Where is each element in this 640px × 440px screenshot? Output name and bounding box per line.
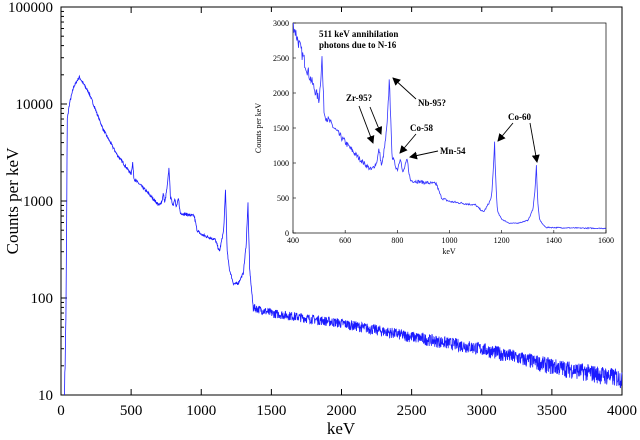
- main-y-tick-label: 1000: [23, 194, 53, 210]
- main-y-axis-label: Counts per keV: [3, 147, 22, 254]
- annotation-co58: Co-58: [410, 123, 433, 133]
- inset-y-tick-label: 0: [285, 229, 289, 238]
- inset-y-tick-label: 1500: [273, 124, 289, 133]
- inset-y-tick-label: 3000: [273, 19, 289, 28]
- main-x-tick-label: 1500: [256, 403, 286, 419]
- main-series-line: [64, 74, 623, 396]
- arrow-co60-a: [497, 122, 514, 142]
- annotation-511-line1: 511 keV annihilation: [319, 29, 398, 39]
- inset-y-tick-label: 1000: [273, 159, 289, 168]
- inset-x-axis-label: keV: [442, 247, 456, 256]
- inset-x-tick-label: 400: [287, 236, 299, 245]
- main-x-tick-label: 2500: [397, 403, 427, 419]
- main-x-tick-label: 1000: [186, 403, 216, 419]
- arrow-co58: [399, 133, 417, 154]
- main-x-tick-label: 4000: [607, 403, 637, 419]
- inset-series-line: [292, 22, 607, 230]
- inset-x-tick-label: 1400: [546, 236, 562, 245]
- arrow-co60-b: [529, 122, 540, 163]
- inset-x-tick-label: 1600: [598, 236, 614, 245]
- inset-y-axis-label: Counts per keV: [254, 103, 263, 153]
- inset-ticks: 400 600 800 1000 1200 1400 1600 0 500 1000 1500 200…: [273, 19, 614, 245]
- main-x-tick-label: 3500: [537, 403, 567, 419]
- main-x-axis-label: keV: [327, 419, 356, 438]
- main-x-tick-label: 0: [57, 403, 65, 419]
- main-x-tick-label: 3000: [467, 403, 497, 419]
- inset-x-tick-label: 800: [391, 236, 403, 245]
- inset-x-tick-label: 1200: [494, 236, 510, 245]
- annotation-co60: Co-60: [508, 112, 531, 122]
- main-x-tick-label: 2000: [327, 403, 357, 419]
- annotation-mn54: Mn-54: [440, 146, 466, 156]
- inset-x-tick-label: 1000: [442, 236, 458, 245]
- annotation-zr95: Zr-95?: [346, 93, 372, 103]
- main-y-tick-label: 10000: [16, 97, 54, 113]
- annotation-nb95: Nb-95?: [418, 98, 446, 108]
- inset-y-tick-label: 500: [277, 194, 289, 203]
- main-y-tick-label: 10: [38, 388, 53, 404]
- main-y-tick-label: 100000: [8, 0, 53, 16]
- arrow-zr95-b: [369, 106, 383, 135]
- arrow-nb95: [392, 77, 417, 100]
- inset-y-tick-label: 2500: [273, 54, 289, 63]
- inset-background: [265, 12, 620, 274]
- arrow-mn54: [409, 150, 439, 160]
- main-x-tick-label: 500: [120, 403, 143, 419]
- inset-plot: 400 600 800 1000 1200 1400 1600 0 500 1000 1500 200…: [254, 12, 620, 274]
- main-y-tick-label: 100: [31, 291, 54, 307]
- annotation-511-line2: photons due to N-16: [319, 40, 397, 50]
- inset-x-tick-label: 600: [339, 236, 351, 245]
- inset-y-tick-label: 2000: [273, 89, 289, 98]
- main-plot: 0 500 1000 1500 2000 2500 3000 3500 400010100100…: [3, 0, 637, 438]
- arrow-zr95-a: [358, 105, 375, 144]
- main-ticks: 0 500 1000 1500 2000 2500 3000 3500 400010100100…: [8, 0, 637, 419]
